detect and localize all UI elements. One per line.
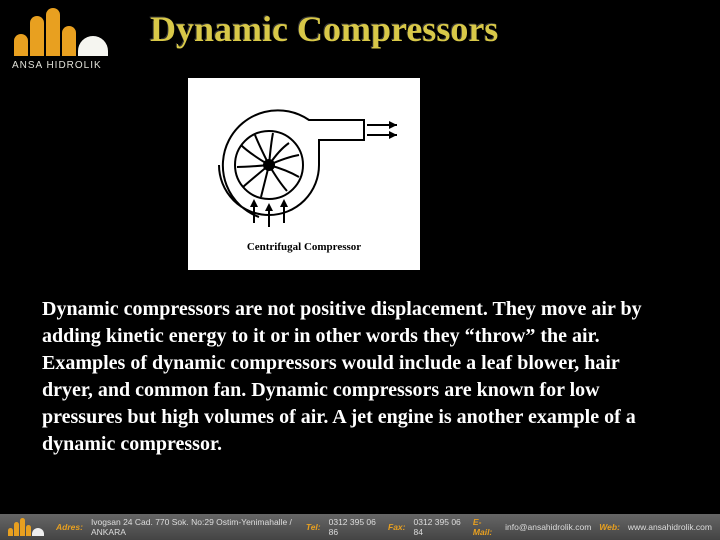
diagram-caption: Centrifugal Compressor (247, 241, 361, 253)
footer-address: Ivogsan 24 Cad. 770 Sok. No:29 Ostim-Yen… (91, 517, 298, 537)
slide-title: Dynamic Compressors (150, 8, 498, 50)
footer-tel-label: Tel: (306, 522, 321, 532)
footer-fax: 0312 395 06 84 (414, 517, 465, 537)
brand-name: ANSA HIDROLIK (12, 60, 128, 71)
footer-fax-label: Fax: (388, 522, 405, 532)
footer-email: info@ansahidrolik.com (505, 522, 591, 532)
footer-contact-bar: Adres: Ivogsan 24 Cad. 770 Sok. No:29 Os… (0, 514, 720, 540)
brand-logo: ANSA HIDROLIK (8, 8, 128, 80)
footer-email-label: E-Mail: (473, 517, 497, 537)
body-paragraph: Dynamic compressors are not positive dis… (42, 296, 672, 458)
footer-logo-icon (8, 518, 44, 536)
footer-address-label: Adres: (56, 522, 83, 532)
centrifugal-compressor-icon (199, 95, 409, 235)
footer-tel: 0312 395 06 86 (329, 517, 380, 537)
diagram-panel: Centrifugal Compressor (188, 78, 420, 270)
logo-bars-icon (8, 8, 128, 56)
footer-web: www.ansahidrolik.com (628, 522, 712, 532)
footer-web-label: Web: (599, 522, 620, 532)
